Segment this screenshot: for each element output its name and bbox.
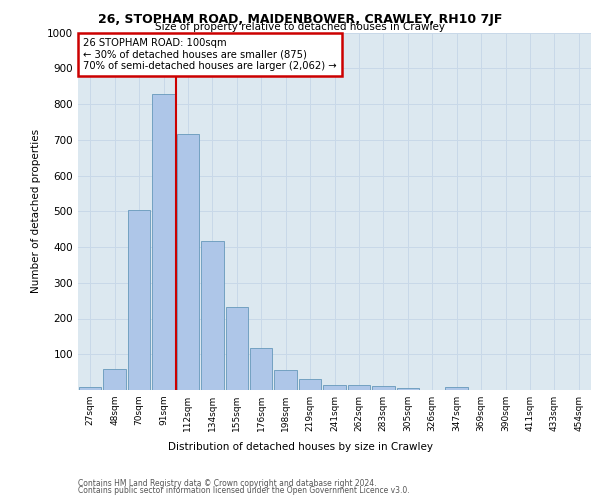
Bar: [445, 387, 468, 390]
Bar: [372, 386, 395, 390]
Bar: [152, 94, 175, 390]
Text: Contains public sector information licensed under the Open Government Licence v3: Contains public sector information licen…: [78, 486, 410, 495]
Text: Contains HM Land Registry data © Crown copyright and database right 2024.: Contains HM Land Registry data © Crown c…: [78, 478, 377, 488]
Bar: [250, 348, 272, 390]
Bar: [103, 370, 126, 390]
Bar: [274, 370, 297, 390]
Text: 26 STOPHAM ROAD: 100sqm
← 30% of detached houses are smaller (875)
70% of semi-d: 26 STOPHAM ROAD: 100sqm ← 30% of detache…: [83, 38, 337, 71]
Bar: [397, 388, 419, 390]
Text: Size of property relative to detached houses in Crawley: Size of property relative to detached ho…: [155, 22, 445, 32]
Bar: [226, 308, 248, 390]
Bar: [299, 378, 322, 390]
Bar: [128, 210, 151, 390]
Bar: [201, 240, 224, 390]
Text: 26, STOPHAM ROAD, MAIDENBOWER, CRAWLEY, RH10 7JF: 26, STOPHAM ROAD, MAIDENBOWER, CRAWLEY, …: [98, 12, 502, 26]
Bar: [323, 384, 346, 390]
Bar: [79, 388, 101, 390]
Bar: [347, 386, 370, 390]
Bar: [176, 134, 199, 390]
Y-axis label: Number of detached properties: Number of detached properties: [31, 129, 41, 294]
Text: Distribution of detached houses by size in Crawley: Distribution of detached houses by size …: [167, 442, 433, 452]
